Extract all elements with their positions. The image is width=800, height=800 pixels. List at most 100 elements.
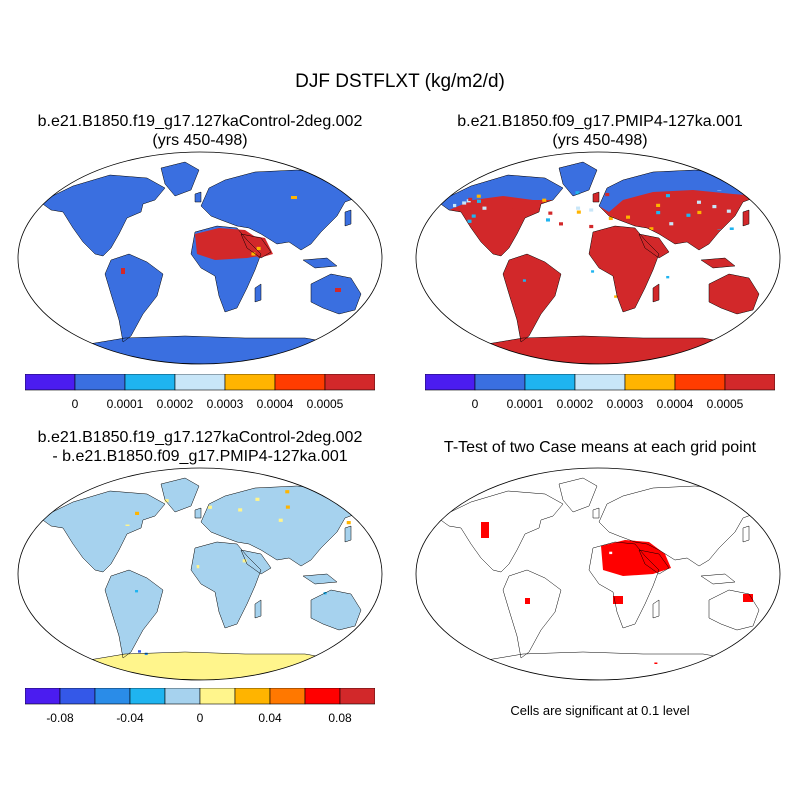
colorbar-pmip4-tick-label: 0 [472, 397, 479, 411]
colorbar-difference-tick-label: -0.08 [46, 711, 74, 725]
continent-madagascar [653, 284, 659, 302]
continent-nz [369, 626, 377, 640]
colorbar-difference-swatch [304, 688, 341, 705]
panel-title-pmip4-line2: (yrs 450-498) [552, 132, 648, 149]
colorbar-difference-tick-label: -0.04 [116, 711, 144, 725]
map-border [17, 151, 383, 365]
continent-indonesia [302, 573, 338, 585]
continent-northAmerica [40, 491, 165, 572]
continent-australia [310, 589, 362, 631]
panel-title-pmip4-line1: b.e21.B1850.f09_g17.PMIP4-127ka.001 [457, 113, 743, 130]
continent-japan [344, 209, 352, 227]
colorbar-control-tick-label: 0.0002 [157, 397, 194, 411]
continent-northAmerica [39, 490, 166, 573]
continent-nz [766, 309, 776, 325]
map-pmip4 [415, 151, 781, 365]
continent-greenland [559, 478, 597, 512]
continent-uk [195, 508, 201, 518]
continent-antarctica [475, 336, 737, 364]
colorbar-difference-swatch [94, 688, 131, 705]
continent-nz [369, 310, 377, 324]
continent-northAmerica [40, 175, 165, 256]
continent-arabia [638, 233, 670, 259]
continent-indonesia [700, 573, 736, 585]
continent-nz [767, 626, 775, 640]
panel-title-control: b.e21.B1850.f19_g17.127kaControl-2deg.00… [0, 112, 400, 150]
continent-australia [310, 273, 362, 315]
colorbar-control: 0 0.0001 0.0002 0.0003 0.0004 0.0005 [25, 374, 375, 411]
continent-southAmerica [502, 569, 562, 659]
panel-title-difference-line1: b.e21.B1850.f19_g17.127kaControl-2deg.00… [37, 429, 363, 446]
continent-arabia [638, 549, 670, 575]
colorbar-control-swatch [25, 374, 76, 391]
colorbar-difference-swatch [25, 688, 61, 705]
colorbar-pmip4-swatch [574, 374, 626, 391]
colorbar-pmip4-swatch [474, 374, 526, 391]
continent-madagascar [652, 599, 660, 619]
colorbar-pmip4-tick-label: 0.0002 [557, 397, 594, 411]
colorbar-control-tick-label: 0.0004 [257, 397, 294, 411]
panel-title-pmip4: b.e21.B1850.f09_g17.PMIP4-127ka.001 (yrs… [400, 112, 800, 150]
continent-africa [190, 541, 262, 629]
continent-indonesia [302, 257, 338, 269]
continent-southAmerica [502, 253, 562, 343]
continent-southAmerica [104, 253, 164, 343]
continent-africa [588, 225, 660, 313]
continent-southAmerica [105, 570, 163, 658]
continent-southAmerica [503, 254, 561, 342]
continent-greenland [161, 162, 199, 196]
continent-southAmerica [104, 569, 164, 659]
colorbar-difference-swatch [164, 688, 201, 705]
colorbar-control-swatch [224, 374, 276, 391]
figure-title: DJF DSTFLXT (kg/m2/d) [295, 71, 505, 92]
colorbar-control-swatch [174, 374, 226, 391]
continent-eurasia [598, 485, 764, 567]
colorbar-control-tick-label: 0.0001 [107, 397, 144, 411]
colorbar-pmip4-swatch [425, 374, 476, 391]
continent-nz [368, 309, 378, 325]
continent-antarctica [475, 652, 737, 680]
colorbar-difference-tick-label: 0.04 [258, 711, 282, 725]
map-border [415, 151, 781, 365]
panel-title-control-line1: b.e21.B1850.f19_g17.127kaControl-2deg.00… [37, 113, 363, 130]
continent-uk [593, 192, 599, 202]
continent-antarctica [77, 336, 339, 364]
continent-madagascar [255, 284, 261, 302]
continent-australia [311, 590, 361, 630]
continent-japan [345, 210, 351, 226]
continent-japan [345, 526, 351, 542]
continent-eurasia [201, 170, 365, 250]
colorbar-pmip4-tick-label: 0.0005 [707, 397, 744, 411]
colorbar-difference-swatch [269, 688, 306, 705]
continent-australia [311, 274, 361, 314]
colorbar-pmip4-swatch [524, 374, 576, 391]
continent-indonesia [700, 257, 736, 269]
continent-japan [344, 525, 352, 543]
colorbar-difference-tick-label: 0 [197, 711, 204, 725]
continent-madagascar [652, 283, 660, 303]
map-border [415, 467, 781, 681]
colorbar-control-tick-label: 0.0003 [207, 397, 244, 411]
panel-title-difference: b.e21.B1850.f19_g17.127kaControl-2deg.00… [0, 428, 400, 466]
continent-australia [708, 273, 760, 315]
continent-uk [195, 192, 201, 202]
colorbar-pmip4-swatch [724, 374, 775, 391]
map-ttest [415, 467, 781, 681]
colorbar-control-swatch [124, 374, 176, 391]
continent-arabia [240, 549, 272, 575]
colorbar-difference: -0.08 -0.04 0 0.04 0.08 [25, 688, 375, 725]
continent-eurasia [201, 486, 365, 566]
continent-japan [743, 210, 749, 226]
colorbar-difference-swatch [339, 688, 375, 705]
colorbar-pmip4-tick-label: 0.0001 [507, 397, 544, 411]
colorbar-control-swatch [324, 374, 375, 391]
colorbar-difference-swatch [129, 688, 166, 705]
continent-madagascar [255, 600, 261, 618]
continent-madagascar [254, 599, 262, 619]
continent-arabia [639, 234, 669, 258]
colorbar-pmip4-tick-label: 0.0004 [657, 397, 694, 411]
continent-northAmerica [438, 491, 563, 572]
continent-japan [742, 209, 750, 227]
continent-australia [709, 274, 759, 314]
colorbar-difference-tick-label: 0.08 [328, 711, 352, 725]
